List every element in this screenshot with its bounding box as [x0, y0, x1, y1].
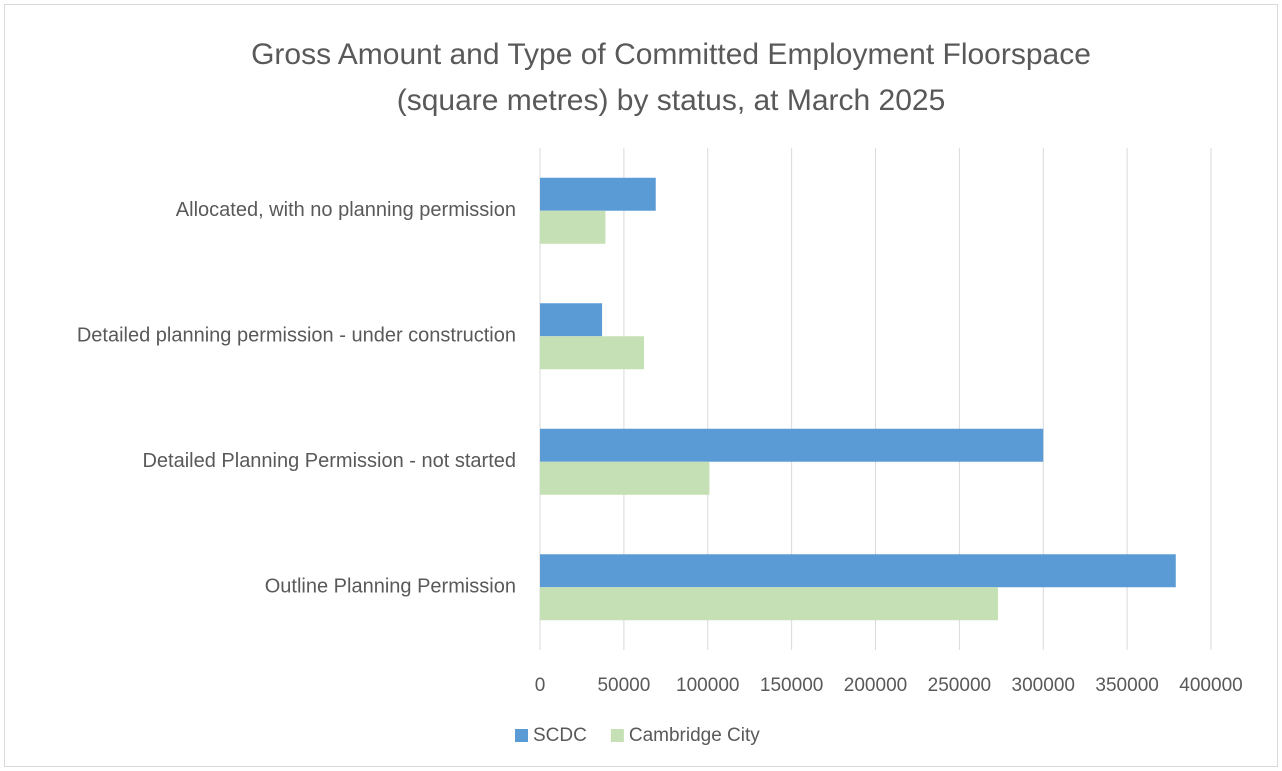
- y-tick-label: Outline Planning Permission: [265, 576, 516, 598]
- bar: [540, 177, 656, 211]
- bar: [540, 428, 1044, 462]
- bar: [540, 336, 645, 370]
- x-tick-label: 400000: [1179, 675, 1242, 696]
- x-tick-label: 300000: [1012, 675, 1075, 696]
- chart-frame: [4, 4, 1278, 767]
- x-tick-label: 100000: [676, 675, 739, 696]
- legend-swatch: [515, 729, 528, 742]
- x-tick-label: 150000: [760, 675, 823, 696]
- bar: [540, 461, 710, 495]
- legend-label: SCDC: [533, 725, 587, 746]
- bar: [540, 303, 603, 337]
- x-tick-label: 200000: [844, 675, 907, 696]
- bar: [540, 210, 606, 244]
- y-tick-label: Detailed planning permission - under con…: [77, 325, 516, 347]
- y-tick-label: Detailed Planning Permission - not start…: [142, 450, 516, 472]
- x-tick-label: 50000: [597, 675, 650, 696]
- bar: [540, 554, 1176, 588]
- chart-title: (square metres) by status, at March 2025: [397, 84, 946, 117]
- chart-title: Gross Amount and Type of Committed Emplo…: [251, 38, 1091, 71]
- bar: [540, 587, 998, 621]
- x-tick-label: 0: [535, 675, 546, 696]
- legend-swatch: [610, 729, 624, 742]
- x-tick-label: 350000: [1095, 675, 1158, 696]
- y-tick-label: Allocated, with no planning permission: [176, 199, 516, 221]
- x-tick-label: 250000: [928, 675, 991, 696]
- legend-label: Cambridge City: [629, 725, 760, 746]
